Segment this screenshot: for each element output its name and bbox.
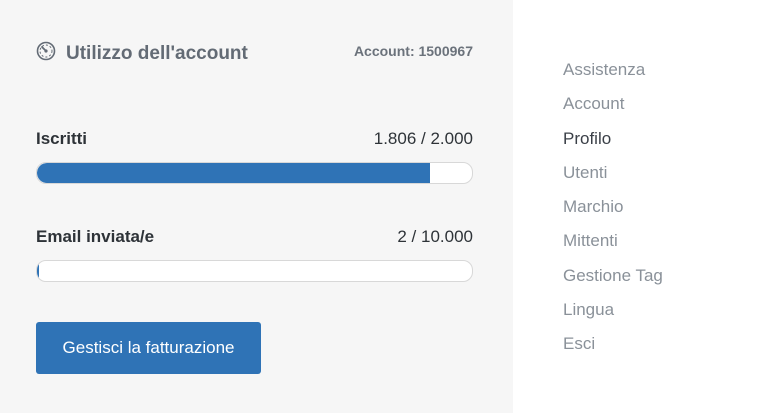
emails-value: 2 / 10.000 [397, 227, 473, 246]
nav-item-gestione-tag[interactable]: Gestione Tag [563, 265, 663, 285]
speedometer-icon [36, 41, 56, 61]
nav-item-account[interactable]: Account [563, 94, 625, 114]
subscribers-value: 1.806 / 2.000 [373, 129, 473, 148]
emails-progress-fill [37, 261, 39, 281]
subscribers-progress-bar [36, 162, 473, 184]
nav-item-assistenza[interactable]: Assistenza [563, 60, 646, 79]
nav-item-mittenti[interactable]: Mittenti [563, 231, 618, 251]
page-title: Utilizzo dell'account [66, 43, 248, 64]
subscribers-label: Iscritti [36, 129, 88, 148]
nav-item-esci[interactable]: Esci [563, 334, 596, 354]
account-id: Account: 1500967 [353, 43, 473, 59]
manage-billing-button[interactable]: Gestisci la fatturazione [36, 322, 261, 374]
settings-nav: Assistenza Account Profilo Utenti Marchi… [563, 56, 663, 365]
emails-label: Email inviata/e [36, 227, 155, 246]
usage-panel: Utilizzo dell'account Account: 1500967 I… [36, 41, 473, 374]
emails-progress-bar [36, 260, 473, 282]
settings-sidebar: Assistenza Account Profilo Utenti Marchi… [513, 0, 769, 413]
nav-item-marchio[interactable]: Marchio [563, 197, 624, 217]
nav-item-utenti[interactable]: Utenti [563, 162, 608, 182]
nav-item-profilo[interactable]: Profilo [563, 128, 612, 148]
nav-item-lingua[interactable]: Lingua [563, 300, 615, 320]
subscribers-progress-fill [37, 163, 430, 183]
